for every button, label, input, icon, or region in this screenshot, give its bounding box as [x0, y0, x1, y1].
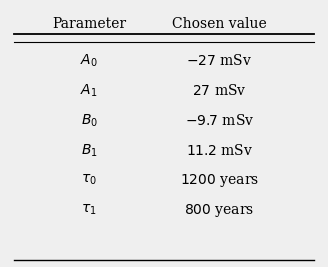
Text: Chosen value: Chosen value — [172, 17, 267, 31]
Text: $-27$ mSv: $-27$ mSv — [186, 53, 252, 68]
Text: $-9.7$ mSv: $-9.7$ mSv — [185, 113, 254, 128]
Text: $11.2$ mSv: $11.2$ mSv — [186, 143, 253, 158]
Text: $A_1$: $A_1$ — [80, 83, 98, 99]
Text: $B_1$: $B_1$ — [81, 142, 98, 159]
Text: Parameter: Parameter — [52, 17, 126, 31]
Text: $1200$ years: $1200$ years — [180, 172, 259, 189]
Text: $800$ years: $800$ years — [184, 202, 255, 219]
Text: $\tau_0$: $\tau_0$ — [81, 173, 97, 187]
Text: $27$ mSv: $27$ mSv — [192, 83, 247, 98]
Text: $B_0$: $B_0$ — [81, 112, 98, 129]
Text: $\tau_1$: $\tau_1$ — [81, 203, 97, 217]
Text: $A_0$: $A_0$ — [80, 53, 98, 69]
